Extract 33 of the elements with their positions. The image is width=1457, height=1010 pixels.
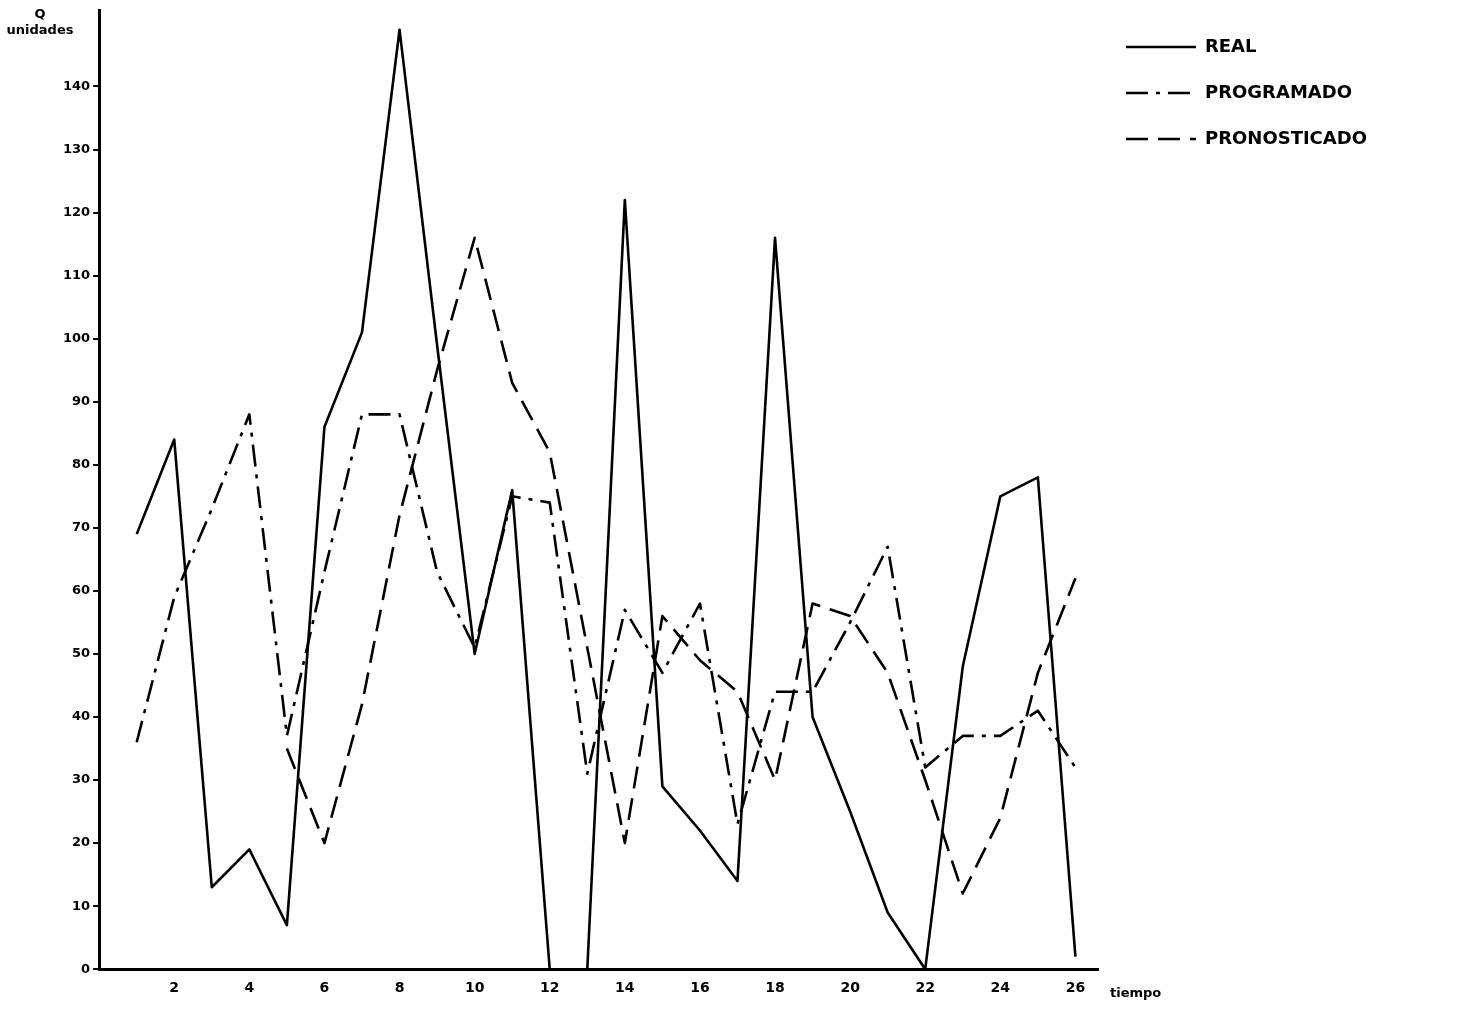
- x-tick-label: 20: [840, 979, 861, 996]
- legend-label: PROGRAMADO: [1204, 80, 1352, 102]
- y-tick-label: 10: [72, 897, 91, 913]
- x-tick-label: 2: [169, 979, 180, 996]
- y-tick-label: 120: [63, 203, 91, 219]
- y-tick-label: 110: [63, 267, 91, 282]
- y-tick-label: 80: [72, 456, 91, 472]
- x-axis-title: tiempo: [1109, 984, 1162, 1000]
- legend-label: PRONOSTICADO: [1204, 126, 1367, 148]
- y-tick-label: 70: [72, 519, 91, 535]
- y-tick-label: 90: [72, 393, 91, 409]
- y-tick-label: 40: [72, 708, 91, 724]
- x-tick-label: 22: [915, 979, 935, 996]
- x-tick-label: 8: [394, 979, 405, 996]
- x-tick-label: 14: [615, 979, 635, 996]
- y-tick-label: 140: [63, 77, 91, 93]
- y-tick-label: 60: [72, 582, 91, 598]
- y-tick-label: 100: [63, 330, 91, 346]
- x-tick-label: 4: [244, 979, 255, 996]
- x-tick-label: 18: [765, 979, 785, 996]
- y-axis-title: Q unidades: [6, 6, 74, 38]
- x-tick-label: 12: [539, 979, 560, 996]
- x-tick-label: 10: [464, 979, 485, 996]
- x-tick-label: 6: [319, 979, 330, 996]
- x-tick-label: 24: [990, 979, 1011, 996]
- x-tick-label: 26: [1065, 979, 1086, 996]
- y-tick-label: 130: [63, 140, 91, 156]
- y-tick-label: 20: [72, 834, 91, 850]
- y-tick-label: 30: [72, 771, 91, 787]
- y-tick-label: 50: [72, 645, 91, 661]
- legend-label: REAL: [1204, 34, 1257, 56]
- x-tick-label: 16: [690, 979, 710, 996]
- y-tick-label: 0: [81, 960, 91, 976]
